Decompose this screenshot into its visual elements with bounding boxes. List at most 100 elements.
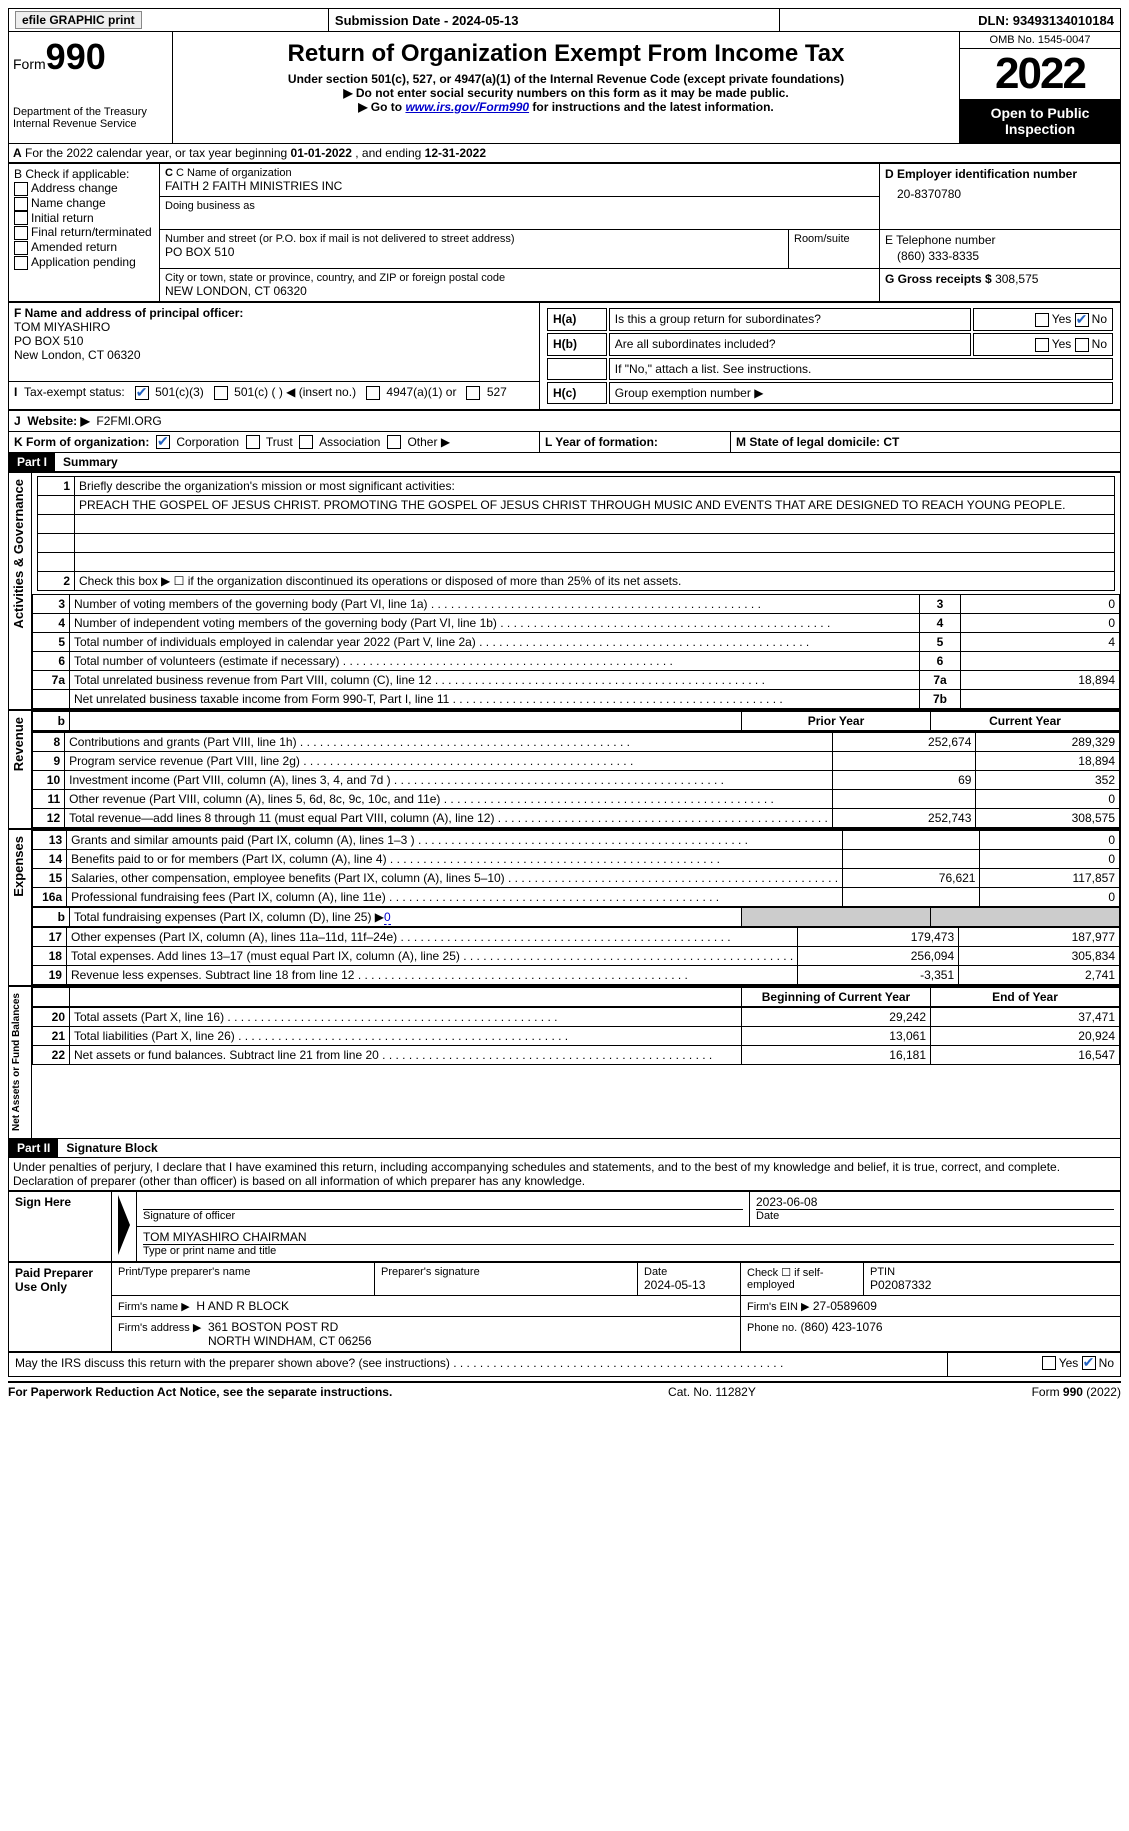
cb-501c[interactable] (214, 386, 228, 400)
row-text: Other expenses (Part IX, column (A), lin… (66, 928, 797, 947)
summary-revenue: Revenue b Prior Year Current Year 8Contr… (8, 710, 1121, 829)
prior-val: 13,061 (742, 1027, 931, 1046)
date-label: Date (756, 1209, 1114, 1222)
cb-application-pending[interactable]: Application pending (14, 255, 154, 270)
cb-final-return[interactable]: Final return/terminated (14, 225, 154, 240)
box-e-label: E Telephone number (885, 233, 1115, 247)
cb-address-change[interactable]: Address change (14, 181, 154, 196)
prior-val: 252,674 (832, 733, 976, 752)
side-revenue: Revenue (9, 711, 28, 777)
prior-val (843, 888, 980, 907)
cb-501c3[interactable] (135, 386, 149, 400)
cb-assoc[interactable] (299, 435, 313, 449)
row-text: Revenue less expenses. Subtract line 18 … (66, 966, 797, 985)
curr-val: 0 (980, 850, 1120, 869)
row-text: Total expenses. Add lines 13–17 (must eq… (66, 947, 797, 966)
box-f-label: F Name and address of principal officer: (14, 306, 534, 320)
box-i-label: Tax-exempt status: (24, 385, 125, 399)
firm-addr2: NORTH WINDHAM, CT 06256 (118, 1334, 734, 1348)
addr-label: Number and street (or P.O. box if mail i… (165, 233, 783, 245)
paid-prep-label: Paid Preparer Use Only (9, 1262, 112, 1351)
officer-name-title: TOM MIYASHIRO CHAIRMAN (143, 1230, 1114, 1244)
cb-initial-return[interactable]: Initial return (14, 211, 154, 226)
sig-officer-label: Signature of officer (143, 1209, 743, 1222)
row-box: 6 (920, 652, 961, 671)
subtitle-1: Under section 501(c), 527, or 4947(a)(1)… (177, 72, 955, 86)
box-j-label: Website: ▶ (27, 414, 89, 428)
side-netassets: Net Assets or Fund Balances (9, 987, 24, 1137)
sign-here-label: Sign Here (9, 1191, 112, 1261)
officer-section: F Name and address of principal officer:… (8, 302, 1121, 410)
irs-label: Internal Revenue Service (13, 118, 168, 130)
officer-name: TOM MIYASHIRO (14, 320, 534, 334)
row-text: Total number of volunteers (estimate if … (70, 652, 920, 671)
officer-addr1: PO BOX 510 (14, 334, 534, 348)
city-label: City or town, state or province, country… (165, 272, 874, 284)
cb-amended-return[interactable]: Amended return (14, 240, 154, 255)
box-c-label: C C Name of organization (165, 167, 874, 179)
cb-527[interactable] (466, 386, 480, 400)
prior-val: 29,242 (742, 1008, 931, 1027)
col-bcy: Beginning of Current Year (762, 990, 910, 1004)
ein-value: 20-8370780 (885, 181, 1115, 207)
org-name: FAITH 2 FAITH MINISTRIES INC (165, 179, 874, 193)
top-bar: efile GRAPHIC print Submission Date - 20… (8, 8, 1121, 32)
row-text: Total number of individuals employed in … (70, 633, 920, 652)
gross-receipts: 308,575 (995, 272, 1038, 286)
submission-date: Submission Date - 2024-05-13 (328, 9, 779, 31)
prep-sig-label: Preparer's signature (381, 1266, 631, 1278)
row-text: Benefits paid to or for members (Part IX… (67, 850, 843, 869)
row-box: 3 (920, 595, 961, 614)
subtitle-3: Go to www.irs.gov/Form990 for instructio… (177, 100, 955, 114)
sig-date: 2023-06-08 (756, 1195, 1114, 1209)
cb-name-change[interactable]: Name change (14, 196, 154, 211)
row-text: Total unrelated business revenue from Pa… (70, 671, 920, 690)
prior-val: 76,621 (843, 869, 980, 888)
curr-val: 0 (980, 888, 1120, 907)
form-title: Return of Organization Exempt From Incom… (177, 40, 955, 68)
row-16b: Total fundraising expenses (Part IX, col… (70, 908, 742, 927)
row-text: Number of voting members of the governin… (70, 595, 920, 614)
box-g-label: G Gross receipts $ (885, 272, 992, 286)
prior-val (832, 752, 976, 771)
row-text: Salaries, other compensation, employee b… (67, 869, 843, 888)
curr-val: 2,741 (959, 966, 1120, 985)
curr-val: 16,547 (931, 1046, 1120, 1065)
curr-val: 37,471 (931, 1008, 1120, 1027)
firm-name-label: Firm's name ▶ (118, 1301, 190, 1313)
curr-val: 289,329 (976, 733, 1120, 752)
may-irs-text: May the IRS discuss this return with the… (15, 1356, 835, 1370)
firm-ein-label: Firm's EIN ▶ (747, 1301, 810, 1313)
part1-header: Part ISummary (8, 453, 1121, 472)
ptin-label: PTIN (870, 1266, 1114, 1278)
ha-text: Is this a group return for subordinates? (609, 308, 971, 331)
row-text: Total liabilities (Part X, line 26) (70, 1027, 742, 1046)
row-text: Net assets or fund balances. Subtract li… (70, 1046, 742, 1065)
hb-note: If "No," attach a list. See instructions… (609, 358, 1113, 380)
firm-addr1: 361 BOSTON POST RD (208, 1320, 338, 1334)
curr-val: 117,857 (980, 869, 1120, 888)
row-val: 0 (961, 595, 1120, 614)
prior-val (832, 790, 976, 809)
irs-link[interactable]: www.irs.gov/Form990 (405, 100, 529, 114)
row-text: Number of independent voting members of … (70, 614, 920, 633)
phone-label: Phone no. (747, 1322, 797, 1334)
cb-other[interactable] (387, 435, 401, 449)
cb-corp[interactable] (156, 435, 170, 449)
col-current: Current Year (989, 714, 1061, 728)
curr-val: 305,834 (959, 947, 1120, 966)
ha-yesno: Yes No (973, 308, 1113, 331)
subtitle-2: Do not enter social security numbers on … (177, 86, 955, 100)
cb-trust[interactable] (246, 435, 260, 449)
row-val (961, 652, 1120, 671)
website-value: F2FMI.ORG (96, 414, 161, 428)
efile-print[interactable]: efile GRAPHIC print (9, 9, 328, 31)
box-k-label: K Form of organization: (14, 435, 149, 449)
open-inspection: Open to Public Inspection (960, 99, 1120, 143)
row-text: Contributions and grants (Part VIII, lin… (65, 733, 833, 752)
firm-ein: 27-0589609 (813, 1299, 877, 1313)
cb-4947[interactable] (366, 386, 380, 400)
officer-addr2: New London, CT 06320 (14, 348, 534, 362)
mission-text: PREACH THE GOSPEL OF JESUS CHRIST. PROMO… (75, 496, 1115, 515)
date2-label: Date (644, 1266, 734, 1278)
